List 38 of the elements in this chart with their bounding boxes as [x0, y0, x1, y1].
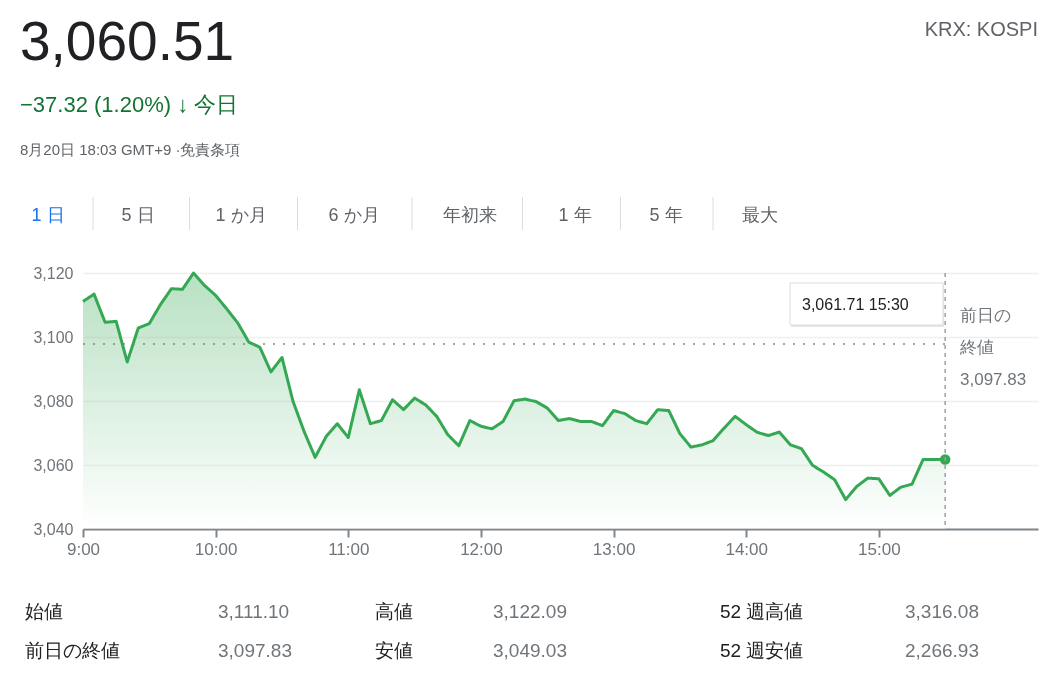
text: 3,316.08: [905, 601, 979, 622]
text: 3,122.09: [493, 601, 567, 622]
text: 1 か月: [215, 205, 267, 225]
y-tick-label: 3,040: [33, 520, 74, 538]
ref-line-label: 前日の終値 3,097.83: [959, 305, 1027, 389]
text: 1 日: [31, 205, 65, 225]
text: 最大: [742, 205, 778, 225]
text: 5 日: [121, 205, 155, 225]
text: 52 週高値: [720, 601, 804, 622]
x-tick-label: 14:00: [725, 539, 768, 559]
text: 年初来: [443, 205, 497, 225]
text: 3,049.03: [493, 640, 567, 661]
y-tick-label: 3,120: [33, 264, 74, 282]
text: 前日の終値: [25, 640, 120, 661]
y-tick-label: 3,060: [33, 456, 74, 474]
text: 安値: [375, 640, 413, 661]
text: 2,266.93: [905, 640, 979, 661]
text: 1 年: [558, 205, 592, 225]
chart-subtitle: −37.32 (1.20%) ↓ 今日: [20, 92, 239, 117]
annotation: 3,061.71 15:30: [802, 296, 909, 313]
y-tick-label: 3,100: [33, 328, 74, 346]
x-tick-label: 12:00: [460, 539, 503, 559]
text: 高値: [375, 601, 413, 622]
y-tick-label: 3,080: [33, 392, 74, 410]
x-tick-label: 11:00: [328, 539, 370, 559]
x-tick-label: 10:00: [194, 539, 238, 559]
x-tick-label: 15:00: [858, 539, 901, 559]
text: 3,097.83: [218, 640, 292, 661]
text: KRX: KOSPI: [924, 18, 1038, 40]
text: 5 年: [649, 205, 683, 225]
text: 3,111.10: [218, 601, 290, 622]
text: 始値: [25, 601, 63, 622]
x-tick-label: 13:00: [592, 539, 636, 559]
x-tick-label: 9:00: [66, 539, 101, 559]
text: 8月20日 18:03 GMT+9 ·免責条項: [20, 141, 241, 158]
chart-title: 3,060.51: [20, 10, 235, 72]
text: 6 か月: [328, 205, 380, 225]
text: 52 週安値: [720, 640, 804, 661]
